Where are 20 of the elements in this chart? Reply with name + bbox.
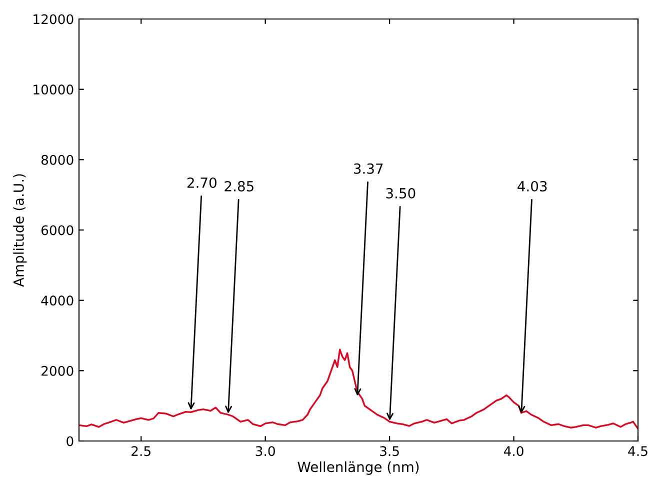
- annotation: 2.70: [187, 177, 216, 188]
- annotation: 2.85: [224, 180, 254, 192]
- y-axis-title: Amplitude (a.U.): [13, 174, 27, 287]
- y-tick-label: 10000: [34, 84, 74, 95]
- y-tick-label: 0: [66, 436, 74, 446]
- x-tick-label: 4.5: [628, 446, 648, 456]
- x-tick-label: 2.5: [132, 446, 150, 456]
- y-tick-label: 8000: [41, 154, 74, 165]
- x-axis-title: Wellenlänge (nm): [298, 461, 419, 475]
- x-tick-label: 3.0: [256, 446, 275, 456]
- annotation: 4.03: [518, 180, 547, 192]
- line-series: [79, 348, 638, 430]
- y-tick-label: 12000: [34, 14, 74, 24]
- y-tick-label: 2000: [42, 366, 74, 376]
- y-tick-label: 4000: [41, 296, 74, 306]
- annotation: 3.37: [354, 163, 383, 174]
- x-tick-label: 4.0: [504, 446, 524, 456]
- annotation: 3.50: [386, 188, 416, 199]
- x-tick-label: 3.5: [380, 446, 399, 456]
- y-tick-label: 6000: [41, 225, 74, 236]
